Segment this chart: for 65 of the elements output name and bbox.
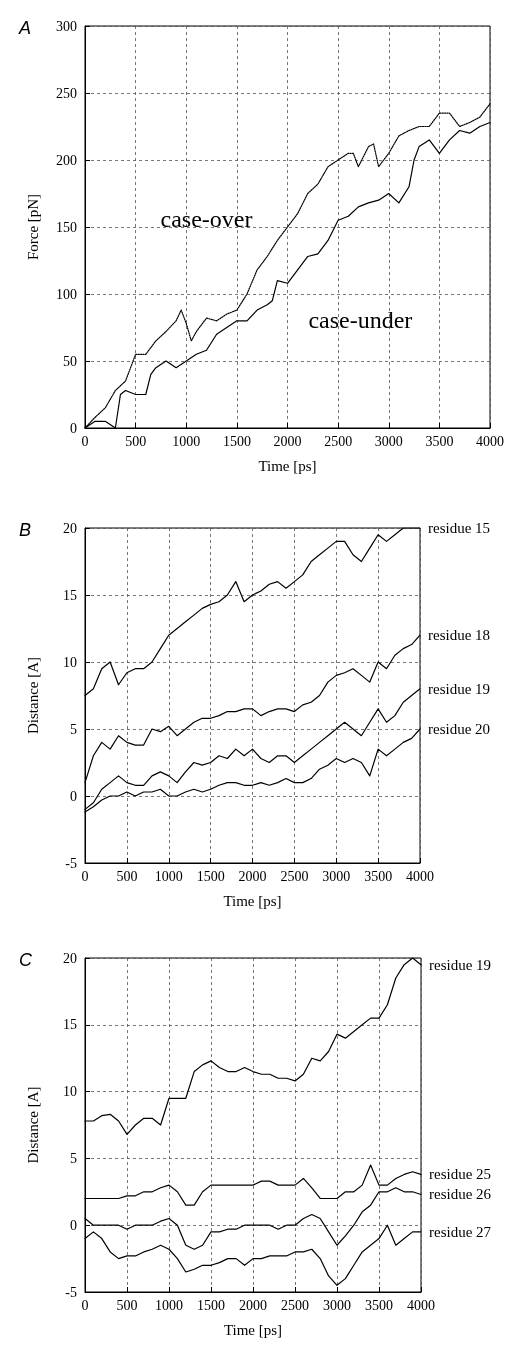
x-tick-label: 3500 [425,433,454,449]
series-label: residue 18 [428,627,491,644]
y-tick-label: 150 [56,219,77,235]
chart-title: C [19,950,33,970]
y-tick-label: 20 [63,950,77,966]
y-tick-label: 15 [63,587,77,603]
y-tick-label: 10 [63,654,77,670]
x-axis-title: Time [ps] [223,892,282,909]
y-tick-label: 100 [56,286,77,302]
x-tick-label: 3500 [365,1297,393,1313]
y-axis-title: Force [pN] [24,193,41,261]
series-label: residue 19 [428,680,491,697]
chart-title: B [19,520,32,540]
x-tick-label: 2500 [280,868,309,884]
x-tick-label: 3000 [322,868,351,884]
x-tick-label: 2000 [239,1297,267,1313]
x-tick-label: 3500 [364,868,393,884]
x-axis-title: Time [ps] [223,1321,283,1338]
x-axis-title: Time [ps] [258,457,317,474]
y-tick-label: 50 [63,353,77,369]
y-axis-title: Distance [A] [24,656,41,735]
annotation: case-over [160,206,253,233]
x-tick-label: 3000 [323,1297,351,1313]
x-tick-label: 4000 [407,1297,435,1313]
x-tick-label: 1000 [155,1297,183,1313]
y-tick-label: 300 [56,18,77,34]
x-tick-label: 2500 [324,433,353,449]
x-tick-label: 3000 [374,433,403,449]
series-label: residue 26 [429,1186,492,1203]
annotation: case-under [308,307,413,334]
x-tick-label: 2000 [273,433,302,449]
x-tick-label: 0 [81,1297,89,1313]
y-tick-label: 200 [56,152,77,168]
x-tick-label: 0 [81,868,89,884]
series-label: residue 19 [429,956,492,973]
y-tick-label: 0 [70,420,77,436]
series-label: residue 25 [429,1166,492,1183]
y-tick-label: -5 [65,1284,77,1300]
series-label: residue 27 [429,1223,492,1240]
x-tick-label: 1500 [222,433,251,449]
chart-title: A [18,18,32,38]
y-tick-label: 15 [63,1017,77,1033]
x-tick-label: 2500 [281,1297,309,1313]
y-tick-label: 250 [56,85,77,101]
x-tick-label: 1000 [172,433,201,449]
y-tick-label: 5 [70,721,77,737]
x-tick-label: 500 [125,433,147,449]
y-tick-label: 0 [70,788,77,804]
y-tick-label: 10 [63,1084,77,1100]
x-tick-label: 4000 [406,868,434,884]
x-tick-label: 0 [81,433,89,449]
y-axis-title: Distance [A] [24,1086,41,1164]
y-tick-label: 0 [70,1217,77,1233]
x-tick-label: 500 [116,1297,138,1313]
y-tick-label: 5 [70,1150,77,1166]
x-tick-label: 1500 [196,868,225,884]
y-tick-label: 20 [63,520,77,536]
x-tick-label: 4000 [476,433,504,449]
series-label: residue 15 [428,520,491,536]
x-tick-label: 1000 [154,868,183,884]
y-tick-label: -5 [65,855,77,871]
x-tick-label: 2000 [238,868,267,884]
x-tick-label: 1500 [197,1297,225,1313]
x-tick-label: 500 [116,868,138,884]
series-label: residue 20 [428,721,491,737]
